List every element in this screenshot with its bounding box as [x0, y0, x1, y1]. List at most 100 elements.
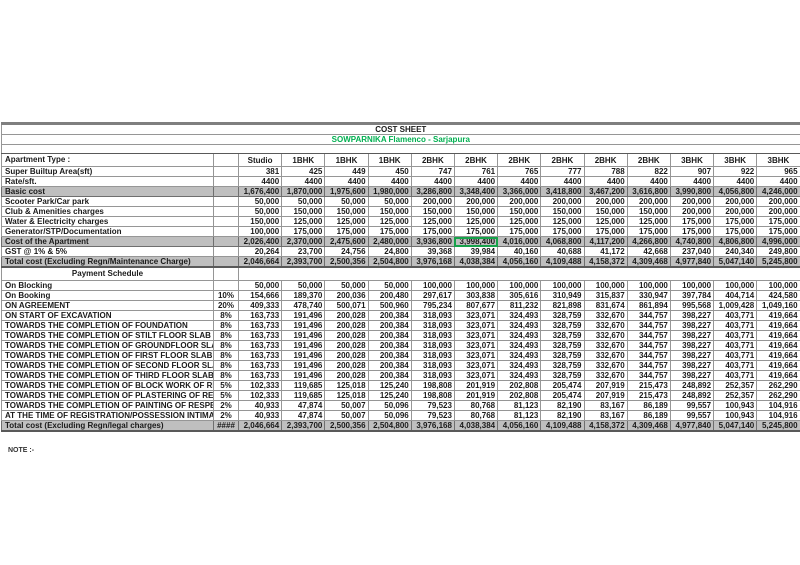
value-cell[interactable]: 4400 [453, 176, 499, 187]
value-cell[interactable]: 119,685 [281, 380, 326, 391]
value-cell[interactable]: 150,000 [540, 206, 585, 217]
value-cell[interactable]: 323,071 [453, 370, 499, 381]
value-cell[interactable]: 398,227 [669, 340, 715, 351]
row-label-cell[interactable]: On Booking [1, 290, 214, 301]
value-cell[interactable]: 315,837 [583, 290, 628, 301]
value-cell[interactable]: 328,759 [540, 360, 585, 371]
pct-cell[interactable]: 8% [213, 330, 239, 341]
value-cell[interactable]: 2,500,356 [324, 256, 369, 268]
value-cell[interactable]: 328,759 [540, 340, 585, 351]
value-cell[interactable]: 310,949 [540, 290, 585, 301]
value-cell[interactable]: 202,808 [497, 380, 542, 391]
value-cell[interactable]: 100,000 [237, 226, 283, 237]
value-cell[interactable]: 344,757 [626, 330, 671, 341]
value-cell[interactable]: 4,806,800 [713, 236, 758, 247]
value-cell[interactable]: 4,117,200 [583, 236, 628, 247]
value-cell[interactable]: 125,240 [367, 390, 412, 401]
value-cell[interactable]: 761 [453, 166, 499, 177]
pct-cell[interactable]: 8% [213, 340, 239, 351]
row-label-cell[interactable]: Apartment Type : [1, 153, 214, 167]
value-cell[interactable]: 207,919 [583, 390, 628, 401]
value-cell[interactable]: 83,167 [583, 410, 628, 421]
value-cell[interactable]: 81,123 [497, 410, 542, 421]
value-cell[interactable]: 200,028 [324, 370, 369, 381]
value-cell[interactable]: 328,759 [540, 310, 585, 321]
row-label-cell[interactable]: AT THE TIME OF REGISTRATION/POSSESSION I… [1, 410, 214, 421]
empty-region-cell[interactable] [238, 267, 800, 281]
value-cell[interactable]: 332,670 [583, 360, 628, 371]
value-cell[interactable]: 3,998,400 [453, 236, 499, 247]
value-cell[interactable]: 252,357 [713, 380, 758, 391]
value-cell[interactable]: 150,000 [626, 206, 671, 217]
value-cell[interactable]: 4,038,384 [453, 420, 499, 432]
row-label-cell[interactable]: Total cost (Excluding Regn/Maintenance C… [1, 256, 214, 268]
value-cell[interactable]: 86,189 [626, 410, 671, 421]
value-cell[interactable]: 40,688 [540, 246, 585, 257]
row-label-cell[interactable]: TOWARDS THE COMPLETION OF PAINTING OF RE… [1, 400, 214, 411]
column-header-cell[interactable]: Studio [237, 153, 283, 167]
value-cell[interactable]: 323,071 [453, 350, 499, 361]
value-cell[interactable]: 200,384 [367, 320, 412, 331]
value-cell[interactable]: 2,504,800 [367, 420, 412, 432]
value-cell[interactable]: 175,000 [756, 226, 800, 237]
value-cell[interactable]: 100,000 [626, 280, 671, 291]
value-cell[interactable]: 150,000 [583, 206, 628, 217]
value-cell[interactable]: 3,616,800 [626, 186, 671, 197]
row-label-cell[interactable]: TOWARDS THE COMPLETION OF BLOCK WORK OF … [1, 380, 214, 391]
value-cell[interactable]: 104,916 [756, 410, 800, 421]
value-cell[interactable]: 40,160 [497, 246, 542, 257]
value-cell[interactable]: 39,368 [410, 246, 455, 257]
value-cell[interactable]: 191,496 [281, 370, 326, 381]
value-cell[interactable]: 4,056,160 [497, 256, 542, 268]
value-cell[interactable]: 50,096 [367, 410, 412, 421]
pct-cell[interactable] [213, 196, 239, 207]
value-cell[interactable]: 398,227 [669, 310, 715, 321]
value-cell[interactable]: 200,000 [756, 206, 800, 217]
value-cell[interactable]: 191,496 [281, 330, 326, 341]
value-cell[interactable]: 81,123 [497, 400, 542, 411]
value-cell[interactable]: 200,000 [626, 196, 671, 207]
value-cell[interactable]: 125,000 [410, 216, 455, 227]
value-cell[interactable]: 23,700 [281, 246, 326, 257]
value-cell[interactable]: 150,000 [453, 206, 499, 217]
row-label-cell[interactable]: Super Builtup Area(sft) [1, 166, 214, 177]
value-cell[interactable]: 500,071 [324, 300, 369, 311]
value-cell[interactable]: 3,936,800 [410, 236, 455, 247]
value-cell[interactable]: 125,000 [281, 216, 326, 227]
value-cell[interactable]: 50,000 [237, 280, 283, 291]
spacer-cell[interactable] [1, 144, 800, 154]
value-cell[interactable]: 200,000 [669, 196, 715, 207]
value-cell[interactable]: 424,580 [756, 290, 800, 301]
pct-cell[interactable] [213, 176, 239, 187]
value-cell[interactable]: 50,000 [237, 206, 283, 217]
value-cell[interactable]: 175,000 [324, 226, 369, 237]
value-cell[interactable]: 344,757 [626, 320, 671, 331]
value-cell[interactable]: 125,000 [453, 216, 499, 227]
value-cell[interactable]: 788 [583, 166, 628, 177]
value-cell[interactable]: 102,333 [237, 380, 283, 391]
value-cell[interactable]: 198,808 [410, 380, 455, 391]
value-cell[interactable]: 419,664 [756, 340, 800, 351]
value-cell[interactable]: 24,800 [367, 246, 412, 257]
value-cell[interactable]: 150,000 [410, 206, 455, 217]
value-cell[interactable]: 50,000 [367, 280, 412, 291]
value-cell[interactable]: 100,000 [497, 280, 542, 291]
value-cell[interactable]: 1,049,160 [756, 300, 800, 311]
value-cell[interactable]: 2,046,664 [237, 420, 283, 432]
column-header-cell[interactable]: 2BHK [540, 153, 585, 167]
value-cell[interactable]: 318,093 [410, 360, 455, 371]
value-cell[interactable]: 330,947 [626, 290, 671, 301]
value-cell[interactable]: 4,109,488 [540, 420, 585, 432]
pct-cell[interactable] [213, 153, 239, 167]
value-cell[interactable]: 200,036 [324, 290, 369, 301]
value-cell[interactable]: 777 [540, 166, 585, 177]
pct-cell[interactable]: 8% [213, 370, 239, 381]
value-cell[interactable]: 191,496 [281, 340, 326, 351]
value-cell[interactable]: 200,000 [713, 196, 758, 207]
value-cell[interactable]: 200,028 [324, 340, 369, 351]
value-cell[interactable]: 907 [669, 166, 715, 177]
value-cell[interactable]: 2,480,000 [367, 236, 412, 247]
value-cell[interactable]: 200,480 [367, 290, 412, 301]
value-cell[interactable]: 50,000 [324, 196, 369, 207]
value-cell[interactable]: 80,768 [453, 400, 499, 411]
